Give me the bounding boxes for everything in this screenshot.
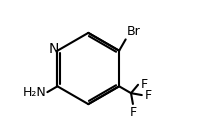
Text: F: F (141, 78, 148, 91)
Text: H₂N: H₂N (23, 86, 47, 99)
Text: F: F (129, 106, 136, 119)
Text: N: N (49, 42, 59, 56)
Text: Br: Br (126, 25, 140, 38)
Text: F: F (144, 89, 151, 102)
